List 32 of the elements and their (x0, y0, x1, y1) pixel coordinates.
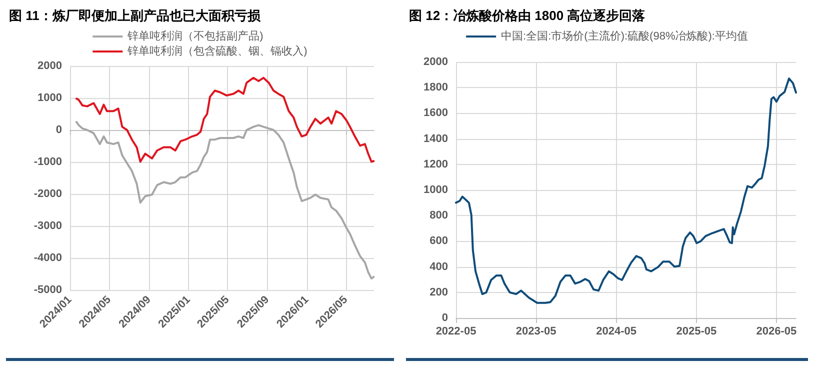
x-tick-label: 2023-05 (516, 326, 556, 338)
y-tick-label: 2000 (424, 56, 448, 68)
y-tick-label: 2000 (38, 60, 62, 72)
legend-label: 锌单吨利润（包含硫酸、铟、镉收入) (126, 44, 308, 58)
y-tick-label: 1600 (424, 107, 448, 120)
y-tick-label: -1000 (34, 156, 62, 168)
line-series (455, 78, 797, 304)
y-tick-label: -2000 (34, 188, 62, 200)
y-tick-label: 200 (430, 286, 448, 298)
x-tick-label: 2026-05 (756, 326, 797, 338)
y-tick-label: 0 (56, 124, 62, 136)
chart-title: 图 12：冶炼酸价格由 1800 高位逐步回落 (409, 8, 646, 23)
y-tick-label: 1800 (424, 82, 448, 94)
y-tick-label: -5000 (34, 284, 62, 296)
line-series (75, 76, 375, 163)
chart-title: 图 11：炼厂即便加上副产品也已大面积亏损 (9, 8, 262, 23)
line-series (75, 121, 375, 280)
legend-label: 锌单吨利润（不包括副产品) (126, 30, 264, 42)
y-tick-label: 1400 (424, 132, 448, 145)
y-tick-label: -4000 (34, 252, 62, 264)
y-tick-label: 1200 (424, 158, 448, 170)
x-tick-label: 2025-05 (676, 326, 717, 338)
y-tick-label: -3000 (34, 220, 62, 232)
x-tick-label: 2024-05 (596, 326, 637, 338)
legend-label: 中国:全国:市场价(主流价):硫酸(98%冶炼酸):平均值 (501, 30, 748, 42)
y-tick-label: 0 (442, 312, 448, 324)
y-tick-label: 1000 (424, 184, 448, 196)
y-tick-label: 1000 (38, 92, 62, 104)
y-tick-label: 600 (430, 235, 448, 248)
y-tick-label: 400 (430, 260, 448, 273)
x-tick-label: 2022-05 (436, 326, 476, 338)
y-tick-label: 800 (430, 210, 448, 222)
